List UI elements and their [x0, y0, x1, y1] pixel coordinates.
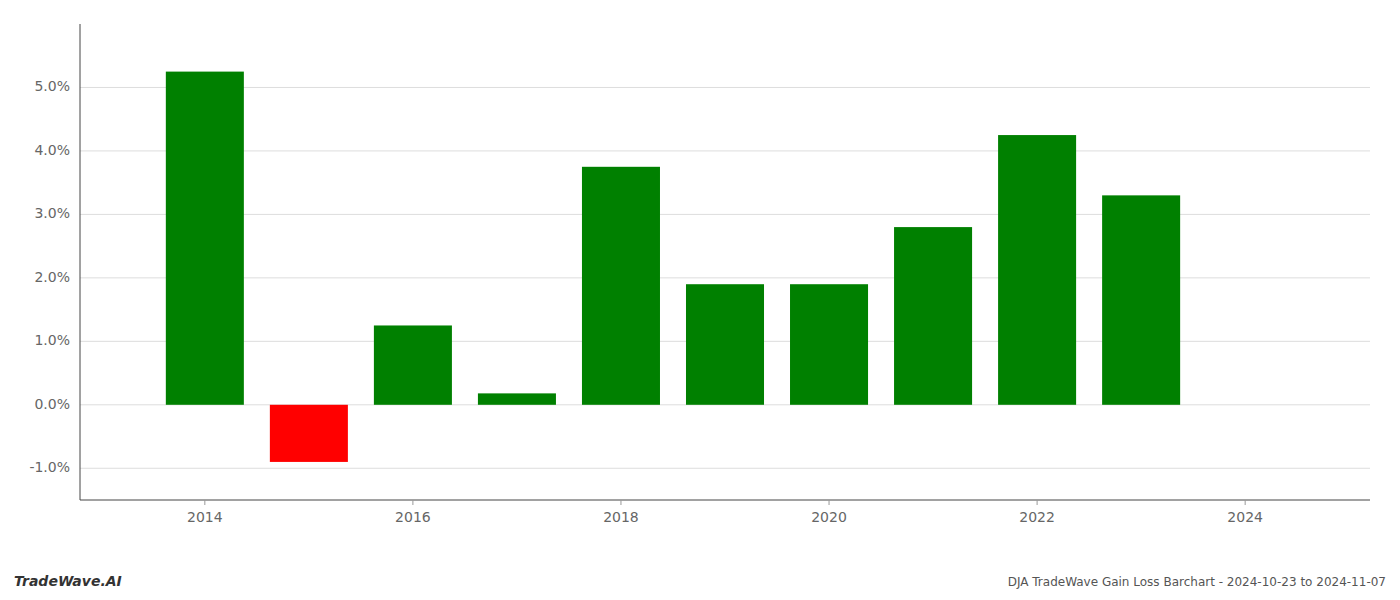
- x-axis-line: [80, 500, 1370, 501]
- y-tick-label: 3.0%: [34, 205, 70, 221]
- bar: [478, 393, 556, 404]
- chart-svg: -1.0% 0.0% 1.0% 2.0% 3.0% 4.0% 5.0% 2014 2016 201…: [0, 0, 1400, 600]
- x-tick-label: 2018: [603, 509, 639, 525]
- bars: [166, 72, 1180, 462]
- grid: [80, 87, 1370, 468]
- y-tick-label: 0.0%: [34, 396, 70, 412]
- y-tick-label: 1.0%: [34, 332, 70, 348]
- bar: [270, 405, 348, 462]
- grid-line: [80, 87, 1370, 88]
- x-tick: [412, 500, 413, 505]
- grid-line: [80, 150, 1370, 151]
- x-tick: [1037, 500, 1038, 505]
- x-tick: [620, 500, 621, 505]
- y-tick-label: -1.0%: [29, 459, 70, 475]
- title: DJA TradeWave Gain Loss Barchart - 2024-…: [1008, 575, 1386, 589]
- bar: [582, 167, 660, 405]
- y-tick-label: 2.0%: [34, 269, 70, 285]
- x-tick: [204, 500, 205, 505]
- bar: [686, 284, 764, 405]
- bar: [894, 227, 972, 405]
- bar: [374, 325, 452, 404]
- x-tick: [829, 500, 830, 505]
- grid-line: [80, 468, 1370, 469]
- axes: -1.0% 0.0% 1.0% 2.0% 3.0% 4.0% 5.0% 2014 2016 201…: [29, 24, 1370, 525]
- bar: [1102, 195, 1180, 404]
- x-tick-label: 2022: [1019, 509, 1055, 525]
- x-tick: [1245, 500, 1246, 505]
- bar: [998, 135, 1076, 405]
- bar: [166, 72, 244, 405]
- x-tick-label: 2024: [1227, 509, 1263, 525]
- y-tick-label: 4.0%: [34, 142, 70, 158]
- y-tick-label: 5.0%: [34, 78, 70, 94]
- y-axis-line: [80, 24, 81, 500]
- x-tick-label: 2014: [187, 509, 223, 525]
- x-tick-label: 2016: [395, 509, 431, 525]
- bar: [790, 284, 868, 405]
- x-tick-label: 2020: [811, 509, 847, 525]
- chart-container: -1.0% 0.0% 1.0% 2.0% 3.0% 4.0% 5.0% 2014 2016 201…: [0, 0, 1400, 600]
- watermark: TradeWave.AI: [14, 573, 122, 589]
